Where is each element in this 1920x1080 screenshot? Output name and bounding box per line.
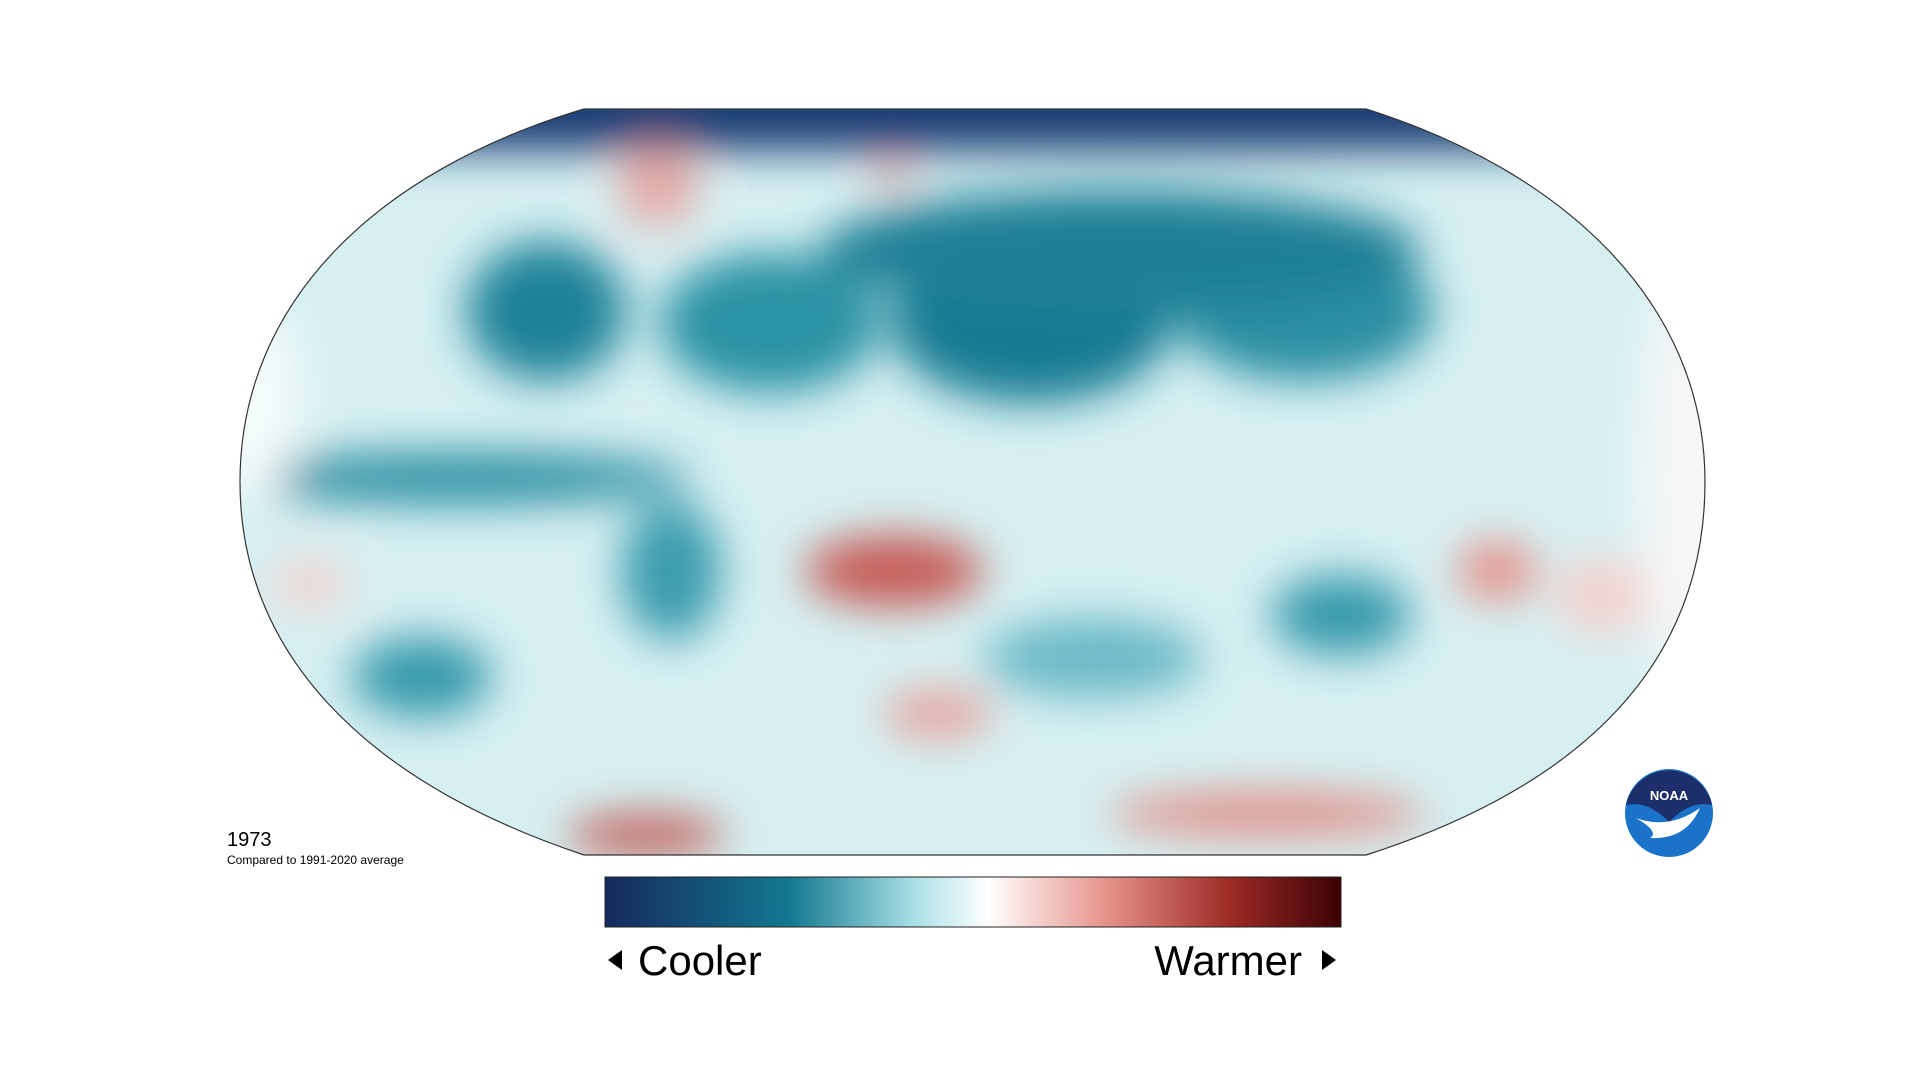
noaa-logo: NOAA — [1625, 769, 1713, 857]
warm-area — [618, 146, 698, 226]
warm-area — [270, 559, 350, 609]
warm-area — [878, 162, 906, 186]
cool-area — [820, 190, 1420, 310]
neutral-area — [1640, 242, 1705, 722]
cool-area — [352, 637, 492, 717]
warm-area — [883, 690, 993, 738]
logo-bird — [1636, 808, 1700, 839]
color-scale — [604, 876, 1342, 928]
right-arrow — [1322, 950, 1336, 970]
cool-area — [466, 241, 626, 381]
cool-area — [1271, 575, 1411, 655]
legend-low-label: Cooler — [638, 937, 762, 984]
arctic-band — [240, 109, 1705, 150]
warm-area — [1457, 541, 1537, 601]
warm-area — [1107, 792, 1427, 836]
cool-area — [660, 253, 880, 393]
map-outline — [239, 108, 1706, 856]
cool-area — [983, 618, 1203, 698]
legend-high-label: Warmer — [1154, 937, 1302, 984]
anomaly-field — [240, 109, 1705, 855]
warm-area — [1552, 556, 1652, 636]
logo-top — [1626, 770, 1712, 822]
cool-area — [621, 501, 721, 641]
left-arrow — [608, 950, 622, 970]
warm-area — [804, 535, 984, 607]
warm-area — [566, 815, 726, 855]
year-label: 1973 — [227, 829, 272, 851]
cool-area — [240, 452, 690, 504]
logo-text: NOAA — [1650, 788, 1689, 803]
baseline-note: Compared to 1991-2020 average — [227, 853, 404, 867]
